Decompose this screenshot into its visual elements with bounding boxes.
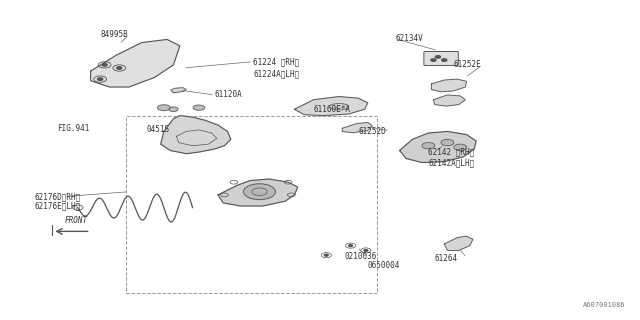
- Polygon shape: [218, 179, 298, 206]
- Text: 0210036: 0210036: [344, 252, 376, 261]
- Circle shape: [98, 78, 102, 80]
- Text: 62176D〈RH〉: 62176D〈RH〉: [35, 192, 81, 201]
- Text: 61224 〈RH〉: 61224 〈RH〉: [253, 57, 300, 66]
- Text: FIG.941: FIG.941: [58, 124, 90, 133]
- Polygon shape: [161, 116, 231, 154]
- Ellipse shape: [193, 105, 205, 110]
- Ellipse shape: [330, 104, 349, 110]
- Text: 0451S: 0451S: [147, 125, 170, 134]
- Text: 62134V: 62134V: [395, 34, 423, 43]
- Text: 84995B: 84995B: [100, 30, 128, 39]
- Polygon shape: [294, 97, 368, 116]
- Text: 61252D: 61252D: [358, 127, 386, 136]
- Text: 62142A〈LH〉: 62142A〈LH〉: [428, 159, 475, 168]
- Circle shape: [454, 144, 467, 150]
- Ellipse shape: [157, 105, 170, 110]
- Circle shape: [431, 59, 436, 61]
- Ellipse shape: [169, 107, 178, 111]
- Circle shape: [441, 140, 454, 146]
- Text: A607001086: A607001086: [584, 301, 626, 308]
- Circle shape: [349, 245, 353, 247]
- Text: 62142 〈RH〉: 62142 〈RH〉: [428, 148, 475, 156]
- Text: 61252E: 61252E: [454, 60, 481, 69]
- Text: 61120A: 61120A: [215, 91, 243, 100]
- Polygon shape: [171, 88, 186, 93]
- Circle shape: [442, 59, 447, 61]
- Circle shape: [102, 64, 107, 66]
- Circle shape: [364, 250, 368, 252]
- Text: 61224A〈LH〉: 61224A〈LH〉: [253, 70, 300, 79]
- Circle shape: [422, 142, 435, 149]
- Text: 62176E〈LH〉: 62176E〈LH〉: [35, 202, 81, 211]
- Circle shape: [116, 67, 122, 69]
- Polygon shape: [433, 95, 465, 106]
- Polygon shape: [91, 39, 180, 87]
- Circle shape: [244, 184, 275, 200]
- Polygon shape: [431, 79, 467, 92]
- Text: 61264: 61264: [435, 254, 458, 263]
- Text: 0650004: 0650004: [368, 261, 400, 270]
- Polygon shape: [444, 236, 473, 251]
- Circle shape: [324, 254, 328, 256]
- Text: FRONT: FRONT: [65, 216, 88, 225]
- Polygon shape: [342, 123, 372, 133]
- Text: 61160E*A: 61160E*A: [314, 105, 351, 114]
- FancyBboxPatch shape: [424, 52, 458, 66]
- Circle shape: [435, 56, 440, 58]
- Polygon shape: [399, 132, 476, 163]
